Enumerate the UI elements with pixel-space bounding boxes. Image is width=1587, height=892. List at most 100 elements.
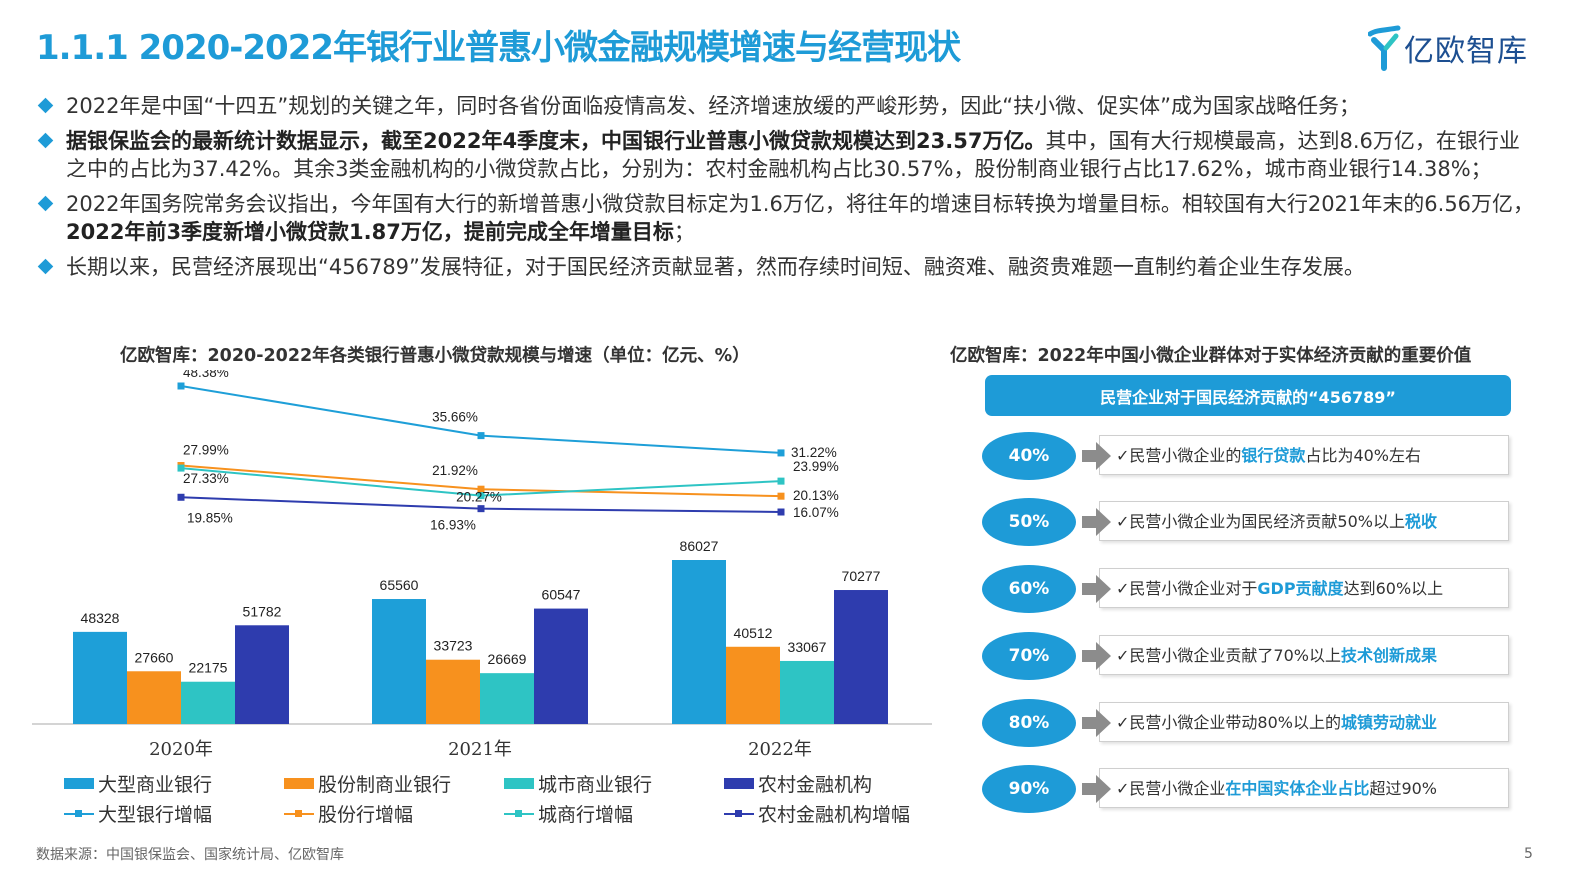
growth-label: 21.92% [432,463,478,478]
legend-item: 农村金融机构增幅 [724,800,910,827]
growth-label: 20.27% [456,490,502,505]
contribution-text: ✓民营小微企业 [1116,779,1226,798]
data-source: 数据来源：中国银保监会、国家统计局、亿欧智库 [36,847,344,863]
logo-text: 亿欧智库 [1404,34,1528,69]
growth-point [777,449,785,457]
x-tick-label: 2022年 [748,739,812,760]
legend-label: 农村金融机构 [758,774,873,796]
contribution-text: ✓民营小微企业贡献了70%以上 [1116,646,1341,665]
contribution-row: 50% ✓民营小微企业为国民经济贡献50%以上税收 [982,498,1512,548]
legend-item: 城商行增幅 [504,800,633,827]
growth-label: 20.13% [793,488,839,503]
growth-point [477,432,485,440]
highlight-text: GDP贡献度 [1257,579,1344,598]
bar [780,660,834,724]
legend-label: 股份行增幅 [318,804,414,826]
bar-value-label: 40512 [734,625,773,641]
growth-label: 48.38% [183,370,229,380]
contribution-text: 占比为40%左右 [1305,446,1422,465]
bullet-diamond-icon [37,97,54,114]
bullet-diamond-icon [37,258,54,275]
legend-line-marker [724,808,754,820]
legend-line-marker [284,808,314,820]
highlight-text: 税收 [1404,512,1437,531]
percentage-oval: 40% [982,432,1076,480]
bar-value-label: 65560 [380,577,419,593]
growth-label: 27.33% [183,471,229,486]
bar [672,560,726,724]
growth-line [180,385,782,454]
bar-value-label: 86027 [680,538,719,554]
x-tick-label: 2021年 [448,739,512,760]
growth-point [777,492,785,500]
legend-item: 股份行增幅 [284,800,413,827]
page-number: 5 [1524,846,1533,862]
bar-value-label: 70277 [842,568,881,584]
contribution-text: ✓民营小微企业对于 [1116,579,1258,598]
growth-label: 19.85% [187,510,233,525]
arrow-right-icon [1082,442,1111,470]
legend-item: 大型银行增幅 [64,800,212,827]
legend-label: 大型商业银行 [98,774,213,796]
legend-label: 大型银行增幅 [98,804,213,826]
bullet-item: 长期以来，民营经济展现出“456789”发展特征，对于国民经济贡献显著，然而存续… [36,253,1536,281]
bullet-item: 据银保监会的最新统计数据显示，截至2022年4季度末，中国银行业普惠小微贷款规模… [36,127,1536,183]
bar-value-label: 48328 [81,610,120,626]
bar [534,608,588,724]
contribution-text-box: ✓民营小微企业为国民经济贡献50%以上税收 [1099,501,1509,541]
contribution-row: 40% ✓民营小微企业的银行贷款占比为40%左右 [982,432,1512,482]
page-title: 1.1.1 2020-2022年银行业普惠小微金融规模增速与经营现状 [36,28,961,68]
left-chart-title: 亿欧智库：2020-2022年各类银行普惠小微贷款规模与增速（单位：亿元、%） [120,346,750,366]
growth-point [777,508,785,516]
growth-point [177,464,185,472]
bar [480,673,534,724]
growth-point [477,505,485,513]
bar-line-chart: 48328 27660 22175 51782 2020年 65560 33723 26669… [32,370,932,760]
percentage-oval: 70% [982,632,1076,680]
growth-label: 23.99% [793,459,839,474]
bullet-text: ； [673,220,695,244]
highlight-text: 在中国实体企业占比 [1225,779,1370,798]
right-panel-title: 亿欧智库：2022年中国小微企业群体对于实体经济贡献的重要价值 [950,346,1472,366]
contribution-text-box: ✓民营小微企业在中国实体企业占比超过90% [1099,768,1509,808]
bar-value-label: 27660 [135,649,174,665]
logo: 亿欧智库 [1367,24,1538,72]
bar-value-label: 26669 [488,651,527,667]
contribution-row: 60% ✓民营小微企业对于GDP贡献度达到60%以上 [982,565,1512,615]
growth-point [177,382,185,390]
x-tick-label: 2020年 [149,739,213,760]
highlight-text: 技术创新成果 [1340,646,1437,665]
percentage-oval: 60% [982,565,1076,613]
bullet-list: 2022年是中国“十四五”规划的关键之年，同时各省份面临疫情高发、经济增速放缓的… [36,92,1536,288]
legend-label: 城商行增幅 [538,804,634,826]
legend-swatch [284,778,314,789]
growth-label: 31.22% [791,445,837,460]
arrow-right-icon [1082,508,1111,536]
growth-label: 35.66% [432,410,478,425]
bar-value-label: 33723 [434,638,473,654]
growth-point [777,477,785,485]
arrow-right-icon [1082,775,1111,803]
bullet-item: 2022年国务院常务会议指出，今年国有大行的新增普惠小微贷款目标定为1.6万亿，… [36,190,1536,246]
bar-value-label: 60547 [542,587,581,603]
contribution-text: 超过90% [1369,779,1438,798]
legend-item: 城市商业银行 [504,770,652,797]
contribution-text-box: ✓民营小微企业对于GDP贡献度达到60%以上 [1099,568,1509,608]
bar-value-label: 33067 [788,639,827,655]
legend-item: 大型商业银行 [64,770,212,797]
percentage-oval: 90% [982,765,1076,813]
legend-swatch [64,778,94,789]
growth-label: 16.93% [430,518,476,533]
bullet-item: 2022年是中国“十四五”规划的关键之年，同时各省份面临疫情高发、经济增速放缓的… [36,92,1536,120]
growth-point [477,485,485,493]
bar [834,590,888,724]
contribution-banner: 民营企业对于国民经济贡献的“456789” [985,375,1511,416]
bullet-text: 2022年是中国“十四五”规划的关键之年，同时各省份面临疫情高发、经济增速放缓的… [66,94,1360,118]
legend-item: 农村金融机构 [724,770,872,797]
contribution-row: 70% ✓民营小微企业贡献了70%以上技术创新成果 [982,632,1512,682]
bullet-diamond-icon [37,132,54,149]
growth-point [477,492,485,500]
bar-value-label: 22175 [189,660,228,676]
bullet-diamond-icon [37,195,54,212]
contribution-row: 90% ✓民营小微企业在中国实体企业占比超过90% [982,765,1512,815]
